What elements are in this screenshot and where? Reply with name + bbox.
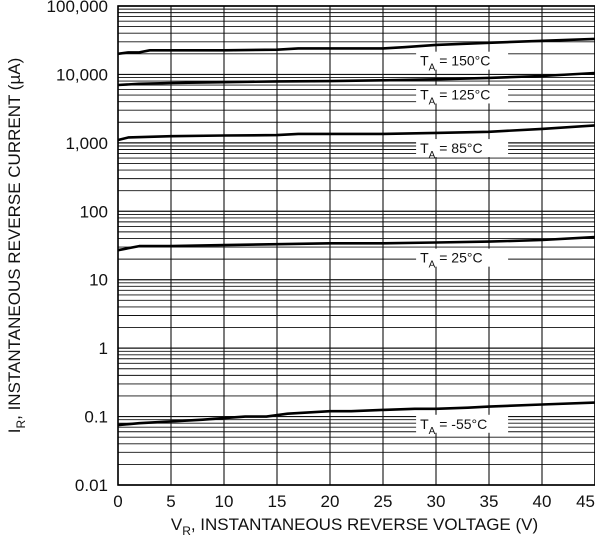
series-label: TA = 85°C bbox=[416, 139, 509, 161]
y-tick-label: 1,000 bbox=[65, 134, 108, 153]
series-label-bg bbox=[416, 85, 509, 104]
series-label: TA = 125°C bbox=[416, 85, 509, 107]
series-label-text: TA = 25°C bbox=[420, 250, 482, 271]
x-tick-label: 45 bbox=[576, 492, 595, 511]
series-line bbox=[117, 401, 595, 427]
y-tick-label: 100,000 bbox=[47, 0, 108, 16]
y-tick-label: 10,000 bbox=[56, 65, 108, 84]
series-group bbox=[117, 37, 595, 427]
x-tick-label: 0 bbox=[113, 492, 122, 511]
series-label: TA = 150°C bbox=[416, 51, 509, 74]
series-label-bg bbox=[416, 139, 509, 158]
series-label-text: TA = 150°C bbox=[420, 53, 490, 74]
y-tick-label: 1 bbox=[99, 339, 108, 358]
x-axis-label: VR, INSTANTANEOUS REVERSE VOLTAGE (V) bbox=[171, 515, 538, 538]
x-tick-label: 30 bbox=[427, 492, 446, 511]
series-label: TA = 25°C bbox=[416, 248, 509, 271]
series-line bbox=[117, 37, 595, 56]
x-tick-label: 5 bbox=[166, 492, 175, 511]
series-label-text: TA = 85°C bbox=[420, 140, 482, 161]
plot-frame bbox=[117, 5, 595, 486]
y-tick-label: 0.1 bbox=[84, 408, 108, 427]
y-tick-label: 100 bbox=[80, 202, 108, 221]
series-label-text: TA = 125°C bbox=[420, 86, 490, 107]
y-axis-label: IR, INSTANTANEOUS REVERSE CURRENT (µA) bbox=[5, 58, 28, 434]
series-label-bg bbox=[416, 51, 509, 70]
series-line bbox=[117, 235, 595, 252]
y-tick-label: 10 bbox=[89, 271, 108, 290]
series-line bbox=[117, 71, 595, 87]
x-tick-label: 35 bbox=[480, 492, 499, 511]
series-line bbox=[117, 124, 595, 142]
series-label-text: TA = -55°C bbox=[420, 416, 487, 437]
series-label: TA = -55°C bbox=[416, 414, 509, 437]
x-tick-label: 40 bbox=[533, 492, 552, 511]
grid bbox=[117, 5, 595, 486]
series-label-bg bbox=[416, 248, 509, 267]
series-label-bg bbox=[416, 414, 509, 433]
x-tick-label: 25 bbox=[374, 492, 393, 511]
y-tick-label: 0.01 bbox=[75, 476, 108, 495]
x-tick-label: 10 bbox=[215, 492, 234, 511]
x-tick-label: 15 bbox=[268, 492, 287, 511]
x-tick-label: 20 bbox=[321, 492, 340, 511]
